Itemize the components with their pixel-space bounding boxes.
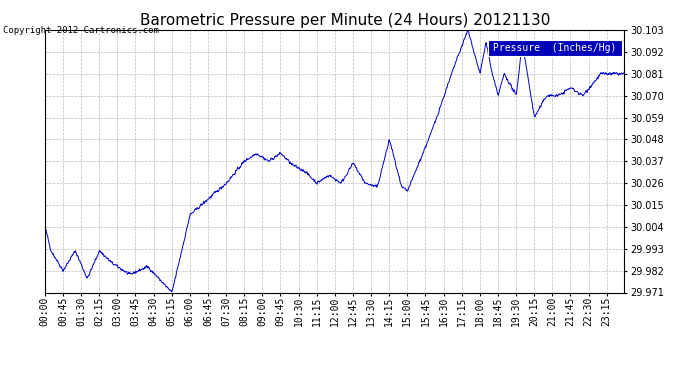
Text: Pressure  (Inches/Hg): Pressure (Inches/Hg) <box>493 44 617 53</box>
Text: Barometric Pressure per Minute (24 Hours) 20121130: Barometric Pressure per Minute (24 Hours… <box>140 13 550 28</box>
Text: Copyright 2012 Cartronics.com: Copyright 2012 Cartronics.com <box>3 26 159 35</box>
